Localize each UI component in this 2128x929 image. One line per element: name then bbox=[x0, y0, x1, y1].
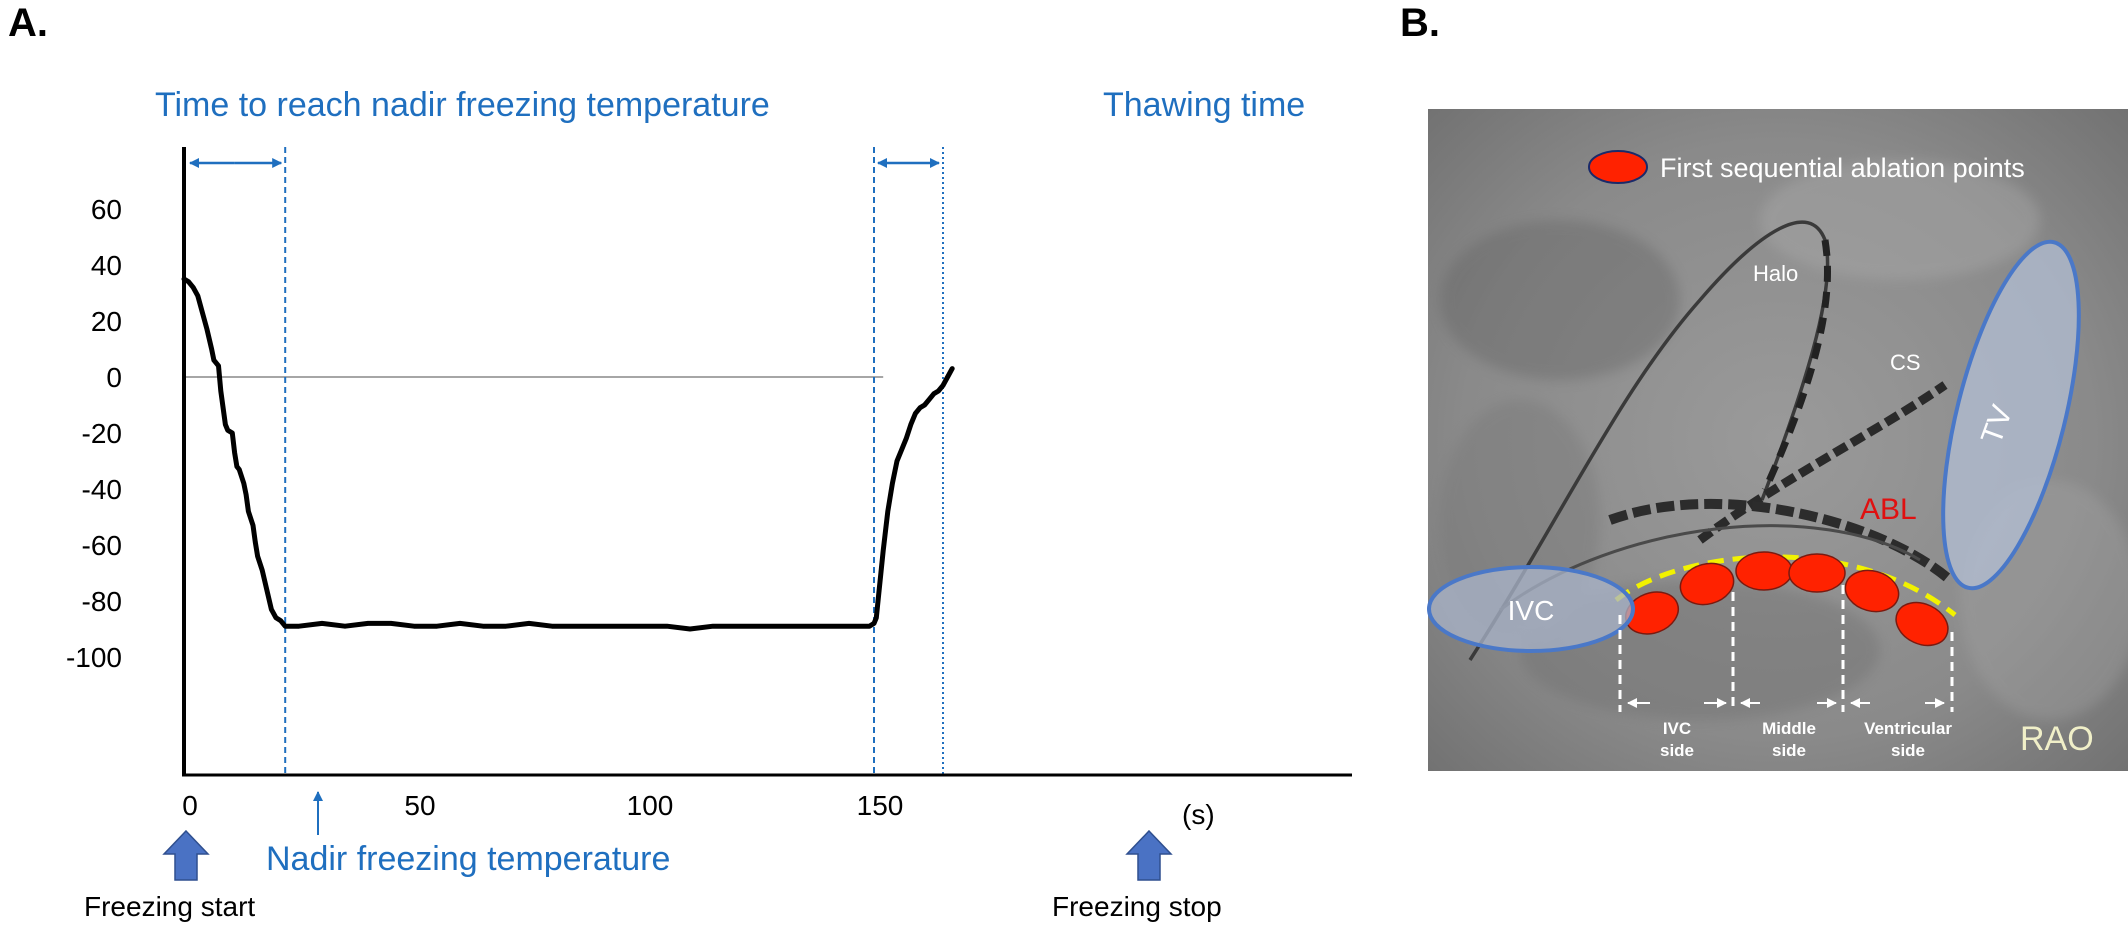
y-tick-labels: 60 40 20 0 -20 -40 -60 -80 -100 bbox=[66, 194, 122, 673]
view-label: RAO bbox=[2020, 720, 2094, 758]
segment-ivc-line2: side bbox=[1660, 741, 1694, 760]
segment-middle-line1: Middle bbox=[1762, 719, 1816, 738]
halo-label: Halo bbox=[1753, 261, 1798, 286]
segment-ivc-line1: IVC bbox=[1663, 719, 1691, 738]
freezing-start-arrow bbox=[162, 829, 210, 881]
x-tick-labels: 0 50 100 150 bbox=[182, 790, 903, 821]
y-tick-label: 40 bbox=[91, 250, 122, 281]
cs-label: CS bbox=[1890, 350, 1921, 375]
y-tick-label: -100 bbox=[66, 642, 122, 673]
temperature-series bbox=[181, 276, 955, 632]
tv-overlay bbox=[1941, 239, 2081, 591]
y-tick-label: 60 bbox=[91, 194, 122, 225]
halo-catheter bbox=[1468, 220, 1830, 661]
panel-b-label: B. bbox=[1400, 1, 1440, 45]
freezing-stop-arrow bbox=[1125, 829, 1173, 881]
segment-ventricular-line2: side bbox=[1891, 741, 1925, 760]
time-to-nadir-label: Time to reach nadir freezing temperature bbox=[155, 86, 770, 124]
ablation-points bbox=[1624, 551, 1949, 647]
x-tick-label: 0 bbox=[182, 790, 198, 821]
panel-a-label: A. bbox=[8, 1, 48, 45]
y-tick-label: -40 bbox=[82, 474, 122, 505]
temperature-chart: 60 40 20 0 -20 -40 -60 -80 -100 0 50 100 150 bbox=[66, 147, 1352, 821]
freezing-stop-label: Freezing stop bbox=[1052, 891, 1222, 922]
nadir-temperature-label: Nadir freezing temperature bbox=[266, 840, 670, 878]
fluoroscopy-panel: IVC TV First sequential ablation points … bbox=[1427, 109, 2128, 771]
y-tick-label: 20 bbox=[91, 306, 122, 337]
x-tick-label: 50 bbox=[404, 790, 435, 821]
halo-electrodes bbox=[1761, 239, 1831, 492]
ablation-point bbox=[1679, 562, 1735, 606]
ivc-label: IVC bbox=[1508, 595, 1555, 626]
temperature-line bbox=[181, 276, 955, 632]
y-tick-label: -80 bbox=[82, 586, 122, 617]
ablation-point bbox=[1895, 601, 1949, 647]
x-tick-label: 100 bbox=[627, 790, 674, 821]
ablation-point bbox=[1844, 569, 1900, 613]
legend-swatch bbox=[1588, 150, 1648, 184]
x-unit-label: (s) bbox=[1182, 799, 1215, 830]
ablation-point bbox=[1788, 553, 1846, 593]
cs-catheter bbox=[1697, 381, 1948, 544]
legend-label: First sequential ablation points bbox=[1660, 153, 2025, 183]
y-tick-label: -20 bbox=[82, 418, 122, 449]
ivc-overlay bbox=[1427, 565, 1635, 653]
chart-axes bbox=[182, 147, 1352, 777]
abl-label: ABL bbox=[1860, 493, 1917, 526]
timing-markers bbox=[189, 147, 944, 775]
thawing-time-label: Thawing time bbox=[1103, 86, 1305, 124]
segment-middle-line2: side bbox=[1772, 741, 1806, 760]
x-tick-label: 150 bbox=[857, 790, 904, 821]
y-tick-label: -60 bbox=[82, 530, 122, 561]
segment-ventricular-line1: Ventricular bbox=[1864, 719, 1952, 738]
freezing-start-label: Freezing start bbox=[84, 891, 255, 922]
y-tick-label: 0 bbox=[106, 362, 122, 393]
ablation-point bbox=[1735, 551, 1793, 591]
segment-dividers bbox=[1618, 585, 1954, 712]
